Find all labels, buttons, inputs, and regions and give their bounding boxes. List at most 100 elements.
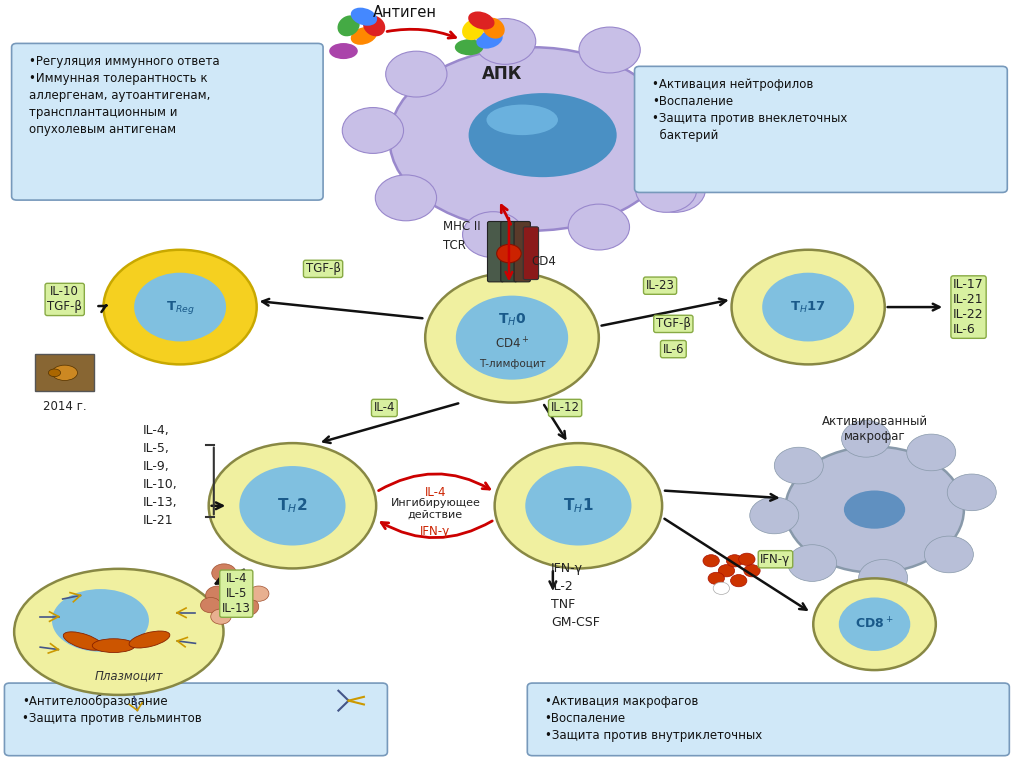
Ellipse shape (63, 632, 102, 650)
Ellipse shape (351, 8, 377, 26)
Text: IFN-γ
IL-2
TNF
GM-CSF: IFN-γ IL-2 TNF GM-CSF (551, 562, 600, 630)
Circle shape (708, 572, 724, 584)
Circle shape (342, 107, 403, 153)
Ellipse shape (486, 104, 558, 135)
Circle shape (103, 250, 257, 364)
FancyBboxPatch shape (527, 683, 1010, 755)
FancyBboxPatch shape (514, 222, 530, 281)
Circle shape (738, 553, 755, 565)
Ellipse shape (468, 12, 495, 30)
Circle shape (839, 597, 910, 651)
Text: IL-17
IL-21
IL-22
IL-6: IL-17 IL-21 IL-22 IL-6 (953, 278, 984, 336)
Text: АПК: АПК (481, 65, 522, 83)
Circle shape (216, 597, 241, 616)
Circle shape (201, 597, 221, 613)
Text: T$_H$17: T$_H$17 (791, 300, 826, 314)
Ellipse shape (469, 93, 616, 177)
Text: IL-4: IL-4 (425, 486, 446, 499)
Circle shape (813, 578, 936, 670)
Circle shape (750, 497, 799, 534)
Text: Т-лимфоцит: Т-лимфоцит (478, 359, 546, 369)
Ellipse shape (351, 27, 377, 44)
Circle shape (234, 597, 259, 616)
Circle shape (249, 586, 269, 601)
Text: CD8$^+$: CD8$^+$ (855, 617, 894, 632)
Text: TCR: TCR (442, 239, 466, 252)
Circle shape (906, 434, 955, 471)
Ellipse shape (14, 569, 223, 695)
Circle shape (463, 212, 524, 258)
Circle shape (726, 555, 742, 567)
Circle shape (376, 175, 436, 221)
Text: Т$_H$0: Т$_H$0 (498, 312, 526, 328)
Circle shape (212, 564, 237, 582)
Ellipse shape (52, 365, 78, 380)
Text: IL-6: IL-6 (663, 343, 684, 356)
Circle shape (730, 574, 746, 587)
Circle shape (456, 295, 568, 380)
Text: CD4$^+$: CD4$^+$ (495, 336, 529, 351)
Circle shape (842, 420, 891, 457)
FancyBboxPatch shape (11, 44, 324, 200)
Circle shape (947, 474, 996, 511)
Circle shape (774, 447, 823, 484)
Text: IL-10
TGF-β: IL-10 TGF-β (47, 285, 82, 314)
Circle shape (718, 565, 734, 577)
FancyBboxPatch shape (487, 222, 504, 281)
Text: IL-23: IL-23 (646, 279, 675, 292)
Text: 2014 г.: 2014 г. (43, 400, 86, 413)
Circle shape (568, 204, 630, 250)
Ellipse shape (785, 446, 964, 573)
Ellipse shape (329, 43, 357, 59)
Text: •Активация нейтрофилов
•Воспаление
•Защита против внеклеточных
  бактерий: •Активация нейтрофилов •Воспаление •Защи… (652, 77, 847, 142)
Circle shape (579, 27, 640, 73)
Text: TGF-β: TGF-β (305, 262, 341, 275)
Circle shape (702, 555, 719, 567)
Text: Активированный
макрофаг: Активированный макрофаг (821, 416, 928, 443)
Circle shape (495, 443, 663, 568)
Text: •Антителообразование
•Защита против гельминтов: •Антителообразование •Защита против гель… (22, 695, 202, 725)
Circle shape (211, 609, 231, 624)
Ellipse shape (482, 18, 505, 38)
Circle shape (386, 51, 446, 97)
Text: T$_{Reg}$: T$_{Reg}$ (166, 298, 195, 315)
Ellipse shape (92, 639, 135, 653)
Circle shape (134, 273, 226, 341)
Ellipse shape (844, 490, 905, 528)
Circle shape (652, 83, 714, 129)
Ellipse shape (364, 15, 385, 36)
Text: IL-4
IL-5
IL-13: IL-4 IL-5 IL-13 (222, 572, 251, 615)
FancyBboxPatch shape (35, 354, 94, 391)
FancyBboxPatch shape (501, 222, 517, 281)
Ellipse shape (476, 31, 503, 48)
Circle shape (713, 582, 729, 594)
Circle shape (731, 250, 885, 364)
Text: IFN-γ: IFN-γ (761, 553, 791, 566)
Circle shape (209, 443, 376, 568)
Ellipse shape (462, 19, 484, 40)
Text: IL-12: IL-12 (551, 401, 580, 414)
Ellipse shape (129, 631, 170, 648)
Text: IL-4,
IL-5,
IL-9,
IL-10,
IL-13,
IL-21: IL-4, IL-5, IL-9, IL-10, IL-13, IL-21 (142, 423, 177, 527)
Circle shape (743, 565, 760, 577)
Text: •Регуляция иммунного ответа
•Иммунная толерантность к
аллергенам, аутоантигенам,: •Регуляция иммунного ответа •Иммунная то… (29, 55, 219, 136)
Ellipse shape (389, 48, 676, 231)
Circle shape (636, 166, 696, 212)
Circle shape (474, 18, 536, 64)
Circle shape (762, 273, 854, 341)
Circle shape (925, 536, 974, 573)
Text: Антиген: Антиген (373, 5, 437, 21)
Circle shape (232, 587, 257, 605)
Circle shape (240, 466, 345, 545)
Circle shape (425, 273, 599, 403)
Circle shape (224, 575, 249, 594)
Text: TGF-β: TGF-β (655, 318, 691, 331)
Ellipse shape (48, 369, 60, 377)
FancyBboxPatch shape (635, 67, 1008, 193)
Text: MHC II: MHC II (442, 220, 480, 233)
Text: •Активация макрофагов
•Воспаление
•Защита против внутриклеточных: •Активация макрофагов •Воспаление •Защит… (545, 695, 762, 742)
Circle shape (859, 559, 907, 596)
Circle shape (787, 545, 837, 581)
Ellipse shape (455, 39, 483, 55)
Text: T$_H$1: T$_H$1 (563, 496, 594, 515)
